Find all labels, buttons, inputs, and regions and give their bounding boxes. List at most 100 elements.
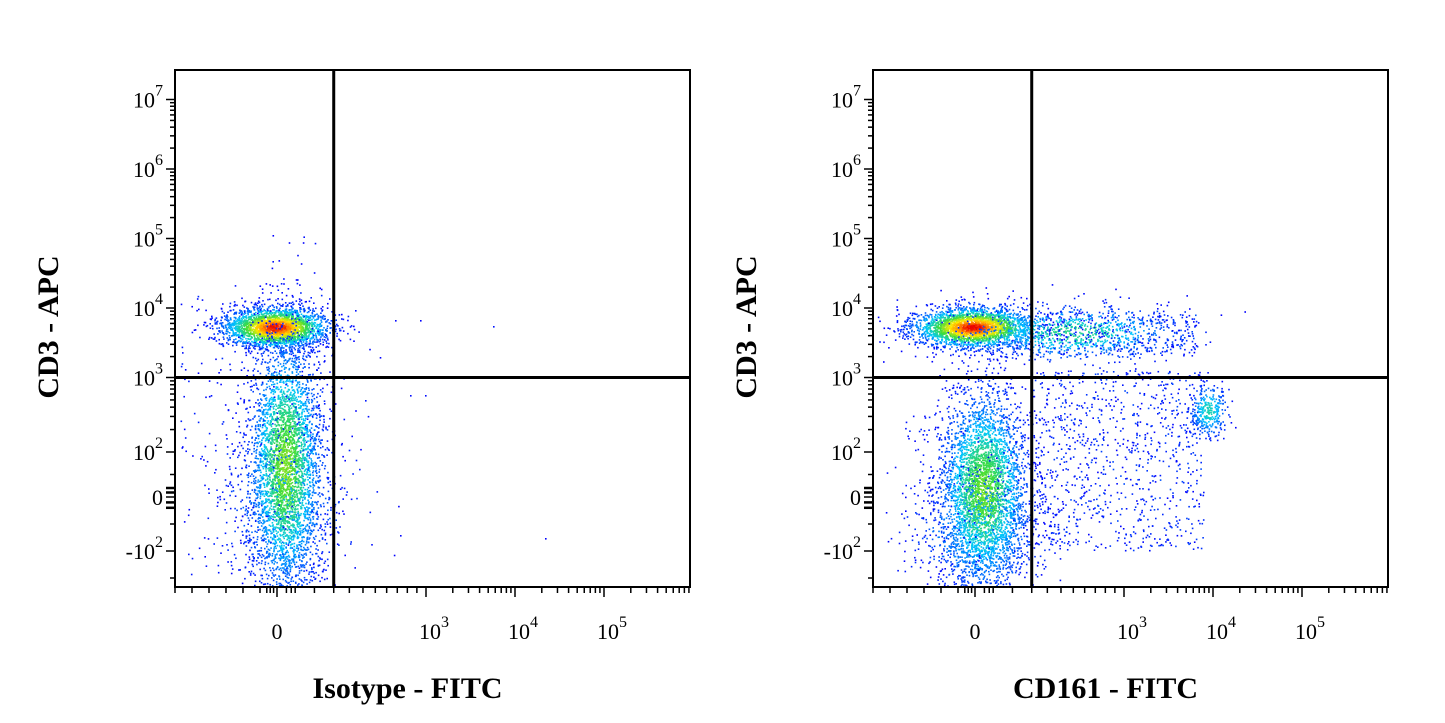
event-dot xyxy=(277,423,280,426)
event-dot xyxy=(276,497,278,499)
event-dot xyxy=(323,529,326,532)
event-dot xyxy=(221,316,223,319)
event-dot xyxy=(272,465,275,468)
event-dot xyxy=(253,488,256,491)
event-dot xyxy=(281,334,284,336)
event-dot xyxy=(238,329,241,331)
event-dot xyxy=(307,337,309,339)
event-dot xyxy=(284,311,286,314)
event-dot xyxy=(233,339,235,341)
event-dot xyxy=(251,559,254,562)
event-dot xyxy=(294,535,296,538)
event-dot xyxy=(285,412,288,414)
event-dot xyxy=(300,525,302,527)
event-dot xyxy=(290,314,292,316)
event-dot xyxy=(291,317,294,319)
event-dot xyxy=(265,446,268,448)
event-dot xyxy=(293,320,295,322)
event-dot xyxy=(297,333,300,335)
event-dot xyxy=(278,303,281,306)
event-dot xyxy=(297,329,299,331)
event-dot xyxy=(312,474,314,476)
event-dot xyxy=(316,313,318,315)
event-dot xyxy=(229,302,232,305)
event-dot xyxy=(275,443,278,446)
event-dot xyxy=(301,330,303,332)
event-dot xyxy=(268,367,270,370)
event-dot xyxy=(244,347,246,350)
event-dot xyxy=(307,392,310,395)
event-dot xyxy=(256,352,259,354)
event-dot xyxy=(335,328,337,331)
event-dot xyxy=(293,493,295,496)
event-dot xyxy=(298,330,301,332)
event-dot xyxy=(273,442,276,444)
event-dot xyxy=(285,317,288,320)
event-dot xyxy=(274,516,276,519)
event-dot xyxy=(270,389,273,391)
event-dot xyxy=(268,310,270,312)
event-dot xyxy=(290,450,293,452)
event-dot xyxy=(305,425,308,427)
event-dot xyxy=(301,321,303,324)
event-dot xyxy=(307,332,309,334)
event-dot xyxy=(303,404,305,407)
event-dot xyxy=(232,324,234,327)
event-dot xyxy=(285,343,287,345)
event-dot xyxy=(281,514,284,516)
event-dot xyxy=(282,547,285,550)
event-dot xyxy=(289,488,292,490)
event-dot xyxy=(280,407,282,410)
event-dot xyxy=(302,457,304,460)
event-dot xyxy=(270,380,272,382)
event-dot xyxy=(263,432,266,434)
event-dot xyxy=(302,319,304,322)
event-dot xyxy=(296,369,298,371)
event-dot xyxy=(280,510,283,512)
event-dot xyxy=(313,321,316,324)
event-dot xyxy=(288,330,290,333)
event-dot xyxy=(252,475,255,477)
event-dot xyxy=(299,521,301,524)
event-dot xyxy=(290,411,292,414)
event-dot xyxy=(288,368,290,371)
event-dot xyxy=(294,553,297,556)
event-dot xyxy=(300,263,303,265)
event-dot xyxy=(284,425,287,427)
event-dot xyxy=(273,459,275,462)
event-dot xyxy=(250,301,253,304)
event-dot xyxy=(304,337,306,339)
event-dot xyxy=(250,321,252,324)
event-dot xyxy=(282,327,285,329)
event-dot xyxy=(294,348,296,351)
event-dot xyxy=(299,284,301,286)
event-dot xyxy=(235,344,238,346)
event-dot xyxy=(298,489,300,492)
event-dot xyxy=(239,322,242,324)
event-dot xyxy=(293,330,296,333)
event-dot xyxy=(241,333,244,335)
event-dot xyxy=(293,550,295,553)
event-dot xyxy=(243,440,246,443)
event-dot xyxy=(304,473,307,476)
event-dot xyxy=(306,537,308,539)
event-dot xyxy=(281,548,284,551)
event-dot xyxy=(303,323,306,326)
event-dot xyxy=(268,404,271,407)
event-dot xyxy=(263,495,266,497)
event-dot xyxy=(279,398,282,401)
event-dot xyxy=(323,327,325,329)
event-dot xyxy=(299,309,301,311)
event-dot xyxy=(286,317,289,320)
event-dot xyxy=(309,338,312,340)
event-dot xyxy=(232,344,234,347)
event-dot xyxy=(269,312,272,315)
event-dot xyxy=(269,334,272,336)
event-dot xyxy=(309,493,311,495)
event-dot xyxy=(246,340,248,342)
event-dot xyxy=(269,316,271,318)
event-dot xyxy=(260,339,263,341)
event-dot xyxy=(303,470,306,473)
event-dot xyxy=(264,420,267,422)
event-dot xyxy=(320,321,323,323)
